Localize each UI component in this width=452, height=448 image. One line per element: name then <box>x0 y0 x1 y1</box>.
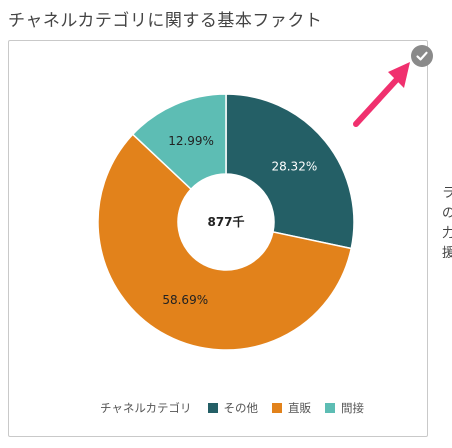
legend-item-other[interactable]: その他 <box>207 400 259 416</box>
legend-swatch-indirect <box>325 403 336 413</box>
donut-slice-direct[interactable] <box>97 133 353 351</box>
slice-label-direct: 58.69% <box>162 293 208 307</box>
legend: チャネルカテゴリ その他 直販 間接 <box>100 400 372 416</box>
legend-swatch-direct <box>272 403 283 413</box>
legend-label-indirect: 間接 <box>341 401 365 415</box>
legend-swatch-other <box>207 403 218 413</box>
checkmark-glyph <box>416 51 428 61</box>
legend-item-indirect[interactable]: 間接 <box>325 400 364 416</box>
legend-item-direct[interactable]: 直販 <box>272 400 311 416</box>
side-text-line: 力 <box>442 226 452 241</box>
side-text-line: 援 <box>442 246 452 261</box>
side-text: ラ の 力 援 <box>442 184 452 264</box>
donut-slice-indirect[interactable] <box>131 93 227 191</box>
legend-title: チャネルカテゴリ <box>100 401 192 415</box>
slice-label-other: 28.32% <box>271 160 317 174</box>
page-title: チャネルカテゴリに関する基本ファクト <box>8 11 323 31</box>
side-text-line: ラ <box>442 186 452 201</box>
donut-chart: 28.32% 58.69% 12.99% 877千 <box>97 93 355 351</box>
legend-label-direct: 直販 <box>288 401 312 415</box>
center-total-label: 877千 <box>207 214 244 229</box>
arrow-icon <box>353 62 410 127</box>
side-text-line: の <box>442 206 452 221</box>
checkmark-icon[interactable] <box>411 45 433 67</box>
donut-slice-other[interactable] <box>225 93 355 250</box>
slice-label-indirect: 12.99% <box>168 134 214 148</box>
legend-label-other: その他 <box>223 401 259 415</box>
